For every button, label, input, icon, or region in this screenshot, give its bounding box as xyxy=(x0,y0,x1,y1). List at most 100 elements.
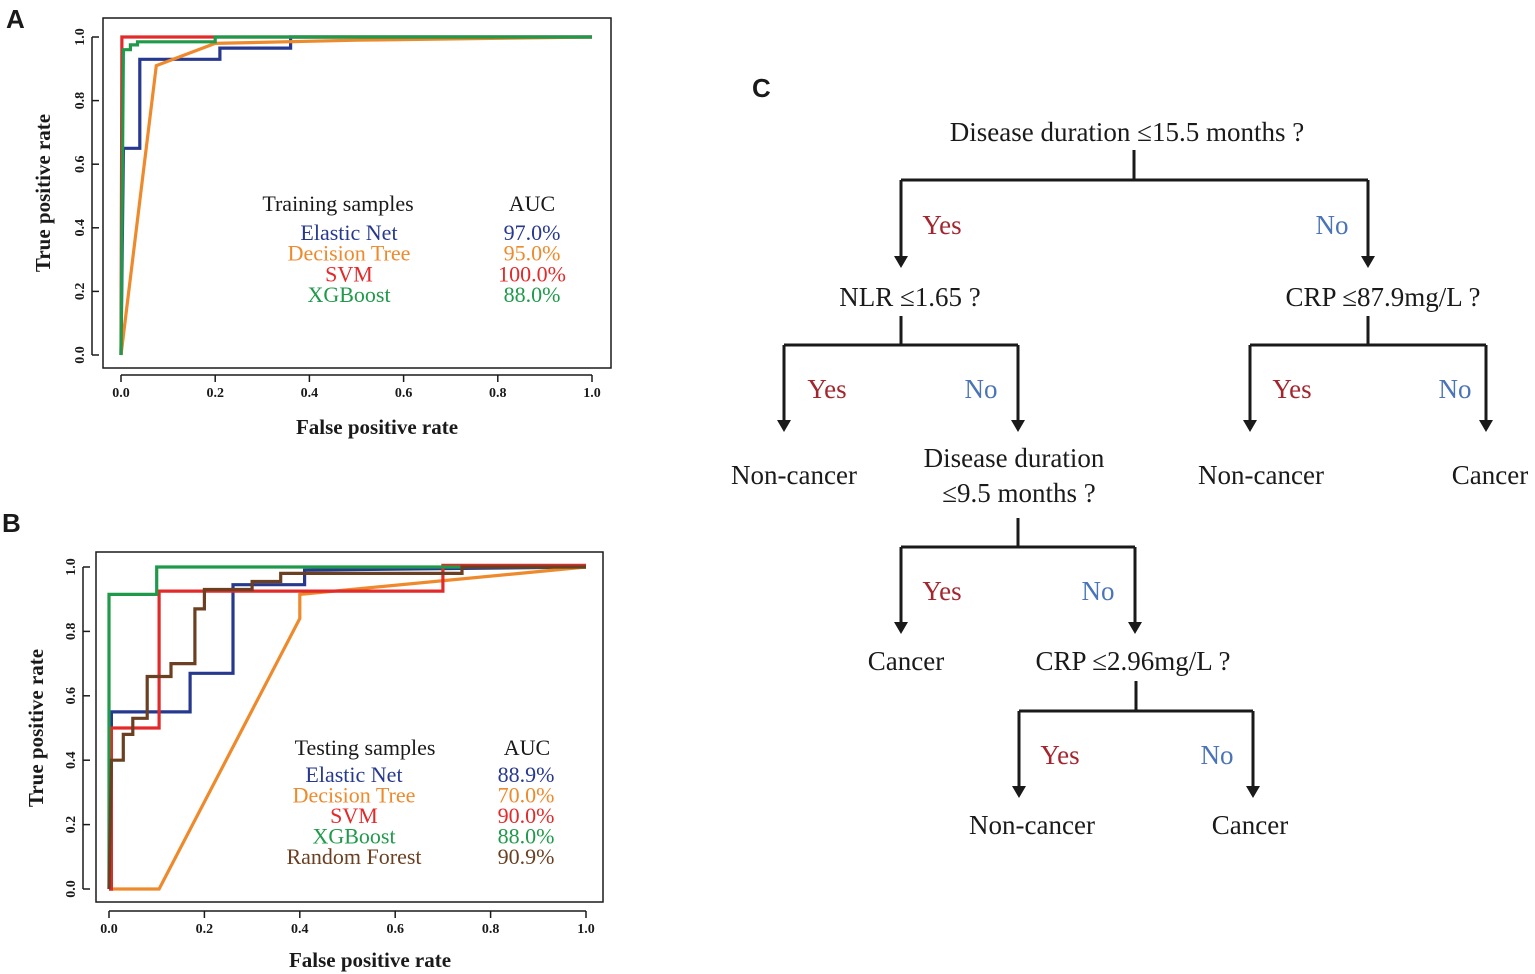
legend-auc-random-forest: 90.9% xyxy=(498,844,555,869)
x-tick-label: 0.0 xyxy=(100,922,118,937)
panel-b-label: B xyxy=(2,508,21,538)
crp-low-arrowheads xyxy=(1012,786,1260,798)
roc-chart-testing: 0.0 0.2 0.4 0.6 0.8 1.0 0.0 0.2 0.4 0.6 0.8 1.0 Fa… xyxy=(24,551,604,972)
roc-curves xyxy=(107,563,587,891)
legend-entry-decision-tree: Decision Tree xyxy=(293,783,416,808)
roc-line-decision-tree xyxy=(119,35,593,356)
crp-low-question: CRP ≤2.96mg/L ? xyxy=(1035,646,1230,676)
y-axis: 0.0 0.2 0.4 0.6 0.8 1.0 xyxy=(73,28,99,364)
legend-auc-header: AUC xyxy=(509,191,555,216)
nlr-no-label: No xyxy=(965,374,998,404)
leaf-non-cancer: Non-cancer xyxy=(969,810,1095,840)
root-arrowheads xyxy=(894,256,1375,268)
legend-entry-random-forest: Random Forest xyxy=(286,844,421,869)
x-tick-label: 0.6 xyxy=(395,386,413,401)
legend-header: Testing samples xyxy=(295,735,436,760)
duration-no-label: No xyxy=(1082,576,1115,606)
crp-high-branch-lines xyxy=(1248,316,1488,422)
legend-entry-svm: SVM xyxy=(330,803,378,828)
duration-arrowheads xyxy=(894,622,1142,634)
y-axis: 0.0 0.2 0.4 0.6 0.8 1.0 xyxy=(64,558,90,898)
root-yes-label: Yes xyxy=(922,210,961,240)
root-question: Disease duration ≤15.5 months ? xyxy=(950,117,1305,147)
y-tick-label: 1.0 xyxy=(73,28,88,46)
roc-curves xyxy=(119,35,593,356)
x-tick-label: 0.2 xyxy=(206,386,224,401)
tree-labels: Disease duration ≤15.5 months ? Yes No N… xyxy=(731,117,1528,840)
x-tick-label: 0.6 xyxy=(386,922,404,937)
legend-auc-header: AUC xyxy=(504,735,550,760)
x-tick-label: 0.4 xyxy=(291,922,309,937)
root-no-label: No xyxy=(1316,210,1349,240)
legend-entry-svm: SVM xyxy=(325,261,373,286)
legend-auc-svm: 100.0% xyxy=(498,261,566,286)
crp-high-question: CRP ≤87.9mg/L ? xyxy=(1285,282,1480,312)
y-axis-title: True positive rate xyxy=(31,114,55,272)
plot-frame xyxy=(95,551,604,903)
x-tick-label: 1.0 xyxy=(577,922,595,937)
roc-line-xgboost xyxy=(107,565,586,889)
panel-a-label: A xyxy=(6,4,25,34)
legend-entry-xgboost: XGBoost xyxy=(312,824,395,849)
roc-line-svm xyxy=(109,563,586,891)
y-tick-label: 0.2 xyxy=(64,816,79,834)
x-axis: 0.0 0.2 0.4 0.6 0.8 1.0 xyxy=(100,910,595,937)
legend-header: Training samples xyxy=(262,191,413,216)
roc-line-decision-tree xyxy=(109,565,587,891)
duration-question-line2: ≤9.5 months ? xyxy=(942,478,1096,508)
legend-auc-decision-tree: 70.0% xyxy=(498,783,555,808)
legend-entry-decision-tree: Decision Tree xyxy=(288,241,411,266)
legend-entry-elastic-net: Elastic Net xyxy=(300,220,397,245)
crp-low-no-label: No xyxy=(1201,740,1234,770)
legend-auc-elastic-net: 97.0% xyxy=(504,220,561,245)
y-axis-title: True positive rate xyxy=(24,649,48,807)
plot-frame xyxy=(102,17,612,369)
panel-c-label: C xyxy=(752,73,771,103)
y-tick-label: 0.0 xyxy=(73,346,88,364)
x-tick-label: 0.8 xyxy=(489,386,507,401)
leaf-cancer: Cancer xyxy=(1452,460,1528,490)
x-tick-label: 0.0 xyxy=(112,386,130,401)
roc-chart-training: 0.0 0.2 0.4 0.6 0.8 1.0 0.0 0.2 0.4 0.6 0.8 1.0 Fa… xyxy=(31,17,612,439)
nlr-question: NLR ≤1.65 ? xyxy=(839,282,981,312)
legend: Testing samples AUC Elastic Net 88.9% Deci… xyxy=(286,735,554,869)
crp-high-yes-label: Yes xyxy=(1272,374,1311,404)
duration-yes-label: Yes xyxy=(922,576,961,606)
decision-tree xyxy=(777,150,1493,798)
nlr-arrowheads xyxy=(777,420,1025,432)
legend-auc-elastic-net: 88.9% xyxy=(498,762,555,787)
duration-question-line1: Disease duration xyxy=(924,443,1105,473)
legend-auc-xgboost: 88.0% xyxy=(498,824,555,849)
legend-auc-svm: 90.0% xyxy=(498,803,555,828)
nlr-yes-label: Yes xyxy=(807,374,846,404)
leaf-cancer: Cancer xyxy=(1212,810,1288,840)
y-tick-label: 0.8 xyxy=(64,623,79,641)
y-tick-label: 0.2 xyxy=(73,283,88,301)
y-tick-label: 0.4 xyxy=(64,751,79,769)
y-tick-label: 0.8 xyxy=(73,92,88,110)
crp-high-arrowheads xyxy=(1243,420,1493,432)
roc-line-random-forest xyxy=(107,565,586,890)
legend: Training samples AUC Elastic Net 97.0% Dec… xyxy=(262,191,566,307)
root-branch-lines xyxy=(899,150,1370,258)
x-tick-label: 0.2 xyxy=(196,922,214,937)
x-axis: 0.0 0.2 0.4 0.6 0.8 1.0 xyxy=(112,374,601,401)
crp-low-branch-lines xyxy=(1017,681,1255,788)
crp-low-yes-label: Yes xyxy=(1040,740,1079,770)
y-tick-label: 0.0 xyxy=(64,880,79,898)
x-tick-label: 0.4 xyxy=(301,386,319,401)
y-tick-label: 0.6 xyxy=(73,155,88,173)
roc-line-xgboost xyxy=(119,35,592,356)
leaf-non-cancer: Non-cancer xyxy=(731,460,857,490)
legend-auc-xgboost: 88.0% xyxy=(504,282,561,307)
crp-high-no-label: No xyxy=(1439,374,1472,404)
x-axis-title: False positive rate xyxy=(289,948,451,972)
y-tick-label: 1.0 xyxy=(64,558,79,576)
x-axis-title: False positive rate xyxy=(296,415,458,439)
y-tick-label: 0.4 xyxy=(73,219,88,237)
x-tick-label: 0.8 xyxy=(482,922,500,937)
x-tick-label: 1.0 xyxy=(583,386,601,401)
legend-entry-elastic-net: Elastic Net xyxy=(305,762,402,787)
duration-branch-lines xyxy=(899,518,1137,624)
